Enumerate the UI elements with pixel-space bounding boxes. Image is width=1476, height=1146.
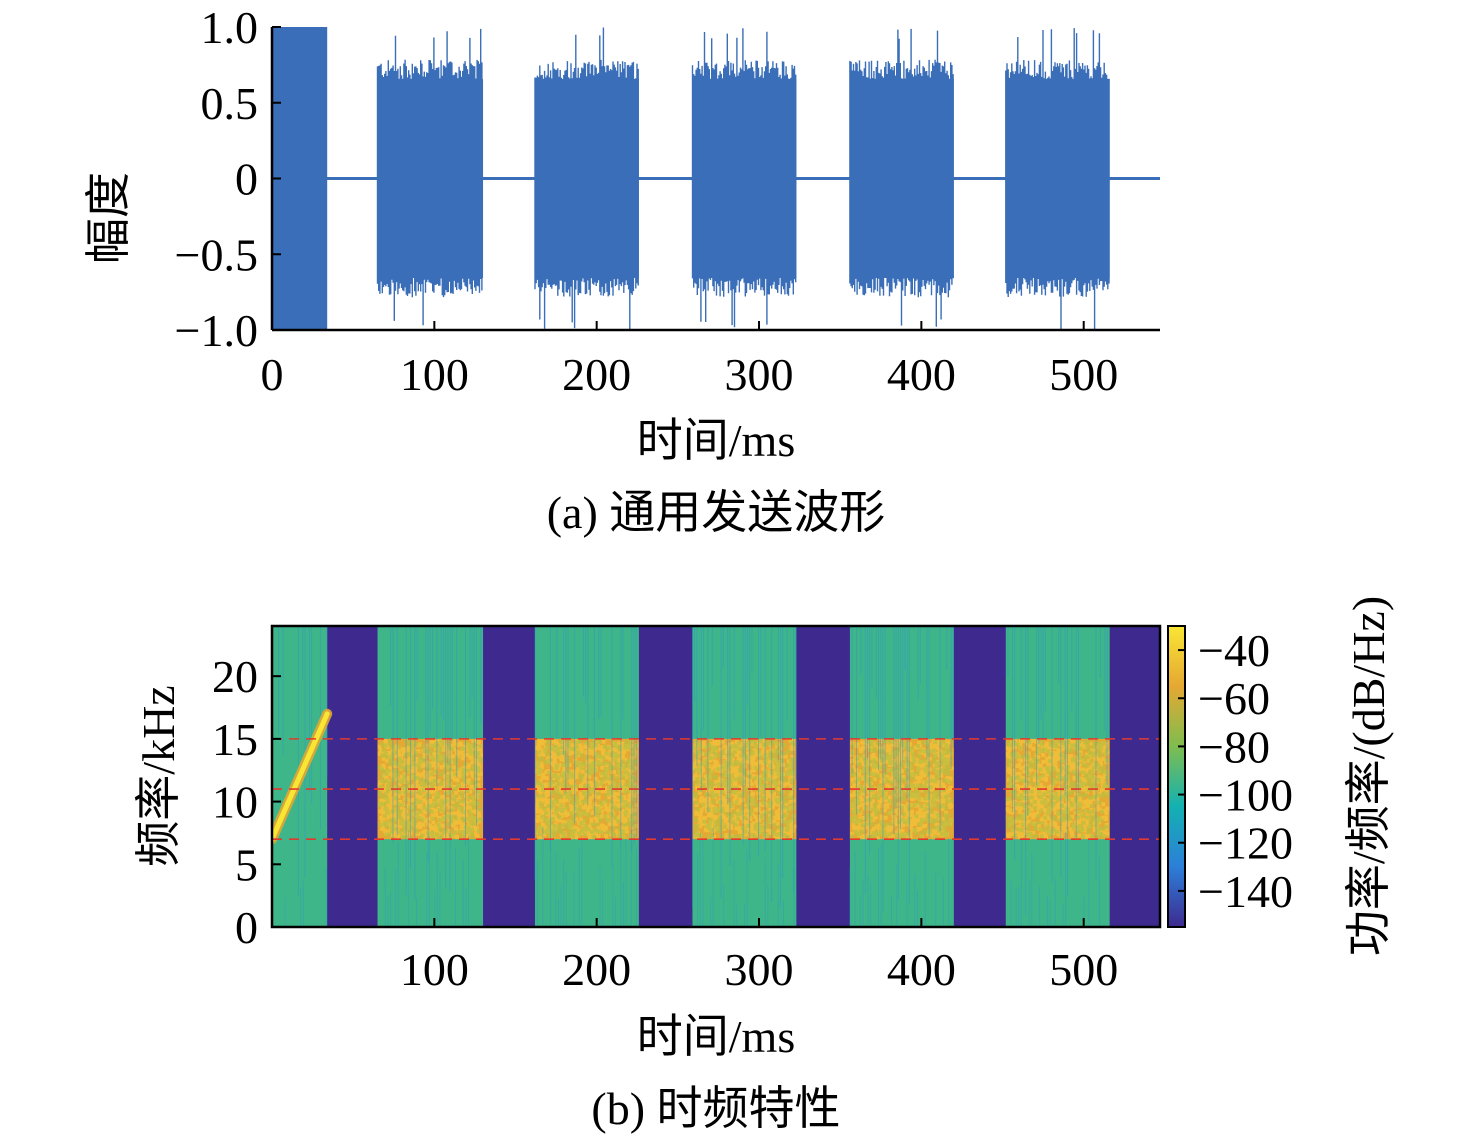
waveform-x-tick-label: 300 bbox=[725, 349, 794, 400]
spectrogram-y-ticks: 0 5 10 15 20 bbox=[212, 651, 281, 953]
waveform-y-ticks: 1.0 0.5 0 −0.5 −1.0 bbox=[175, 2, 281, 356]
colorbar-gradient bbox=[1168, 626, 1185, 927]
waveform-x-tick-label: 100 bbox=[400, 349, 469, 400]
spectrogram-x-tick-label: 400 bbox=[887, 944, 956, 995]
waveform-segment-2 bbox=[376, 28, 484, 326]
colorbar-tick-label: −140 bbox=[1198, 866, 1293, 917]
waveform-caption: (a) 通用发送波形 bbox=[547, 487, 886, 538]
spectrogram-streaks bbox=[272, 626, 1108, 927]
colorbar-label: 功率/频率/(dB/Hz) bbox=[1343, 596, 1394, 956]
waveform-y-tick-label: 0 bbox=[235, 154, 258, 205]
chirp-line bbox=[272, 711, 330, 842]
spectrogram-plot-area bbox=[272, 626, 1160, 927]
spectrogram-y-tick-label: 20 bbox=[212, 651, 258, 702]
spectrogram-frame bbox=[270, 624, 1162, 929]
waveform-bursts bbox=[272, 27, 1110, 330]
colorbar-tick-label: −80 bbox=[1198, 721, 1270, 772]
colorbar-frame bbox=[1167, 625, 1186, 928]
waveform-segment-4 bbox=[691, 28, 797, 328]
waveform-segment-1 bbox=[272, 27, 328, 330]
waveform-x-tick-label: 200 bbox=[562, 349, 631, 400]
waveform-segment-3 bbox=[534, 27, 639, 330]
spectrogram-dashed-lines bbox=[272, 738, 1160, 841]
waveform-segment-5 bbox=[849, 28, 954, 327]
spectrogram-chirp bbox=[272, 708, 333, 845]
waveform-plot-area bbox=[272, 27, 1160, 330]
waveform-y-tick-label: −0.5 bbox=[175, 229, 258, 280]
waveform-segment-6 bbox=[1005, 28, 1110, 330]
spectrogram-y-tick-label: 5 bbox=[235, 839, 258, 890]
waveform-x-axis-label: 时间/ms bbox=[637, 415, 795, 466]
waveform-x-ticks: 0 100 200 300 400 500 bbox=[261, 321, 1118, 400]
waveform-x-tick-label: 0 bbox=[261, 349, 284, 400]
spectrogram-caption: (b) 时频特性 bbox=[591, 1083, 840, 1134]
waveform-y-tick-label: −1.0 bbox=[175, 305, 258, 356]
spectrogram-x-tick-label: 100 bbox=[400, 944, 469, 995]
colorbar-tick-label: −40 bbox=[1198, 625, 1270, 676]
spectrogram-y-tick-label: 15 bbox=[212, 714, 258, 765]
spectrogram-axes: 100 200 300 400 500 0 5 10 15 20 bbox=[212, 624, 1162, 995]
colorbar-tick-label: −100 bbox=[1198, 770, 1293, 821]
waveform-axes: 0 100 200 300 400 500 1.0 0.5 0 −0.5 −1.0 bbox=[175, 2, 1160, 400]
spectrogram-segment-3 bbox=[534, 626, 639, 927]
colorbar: −40−60−80−100−120−140 bbox=[1167, 625, 1293, 928]
spectrogram-x-tick-label: 500 bbox=[1049, 944, 1118, 995]
spectrogram-x-tick-label: 300 bbox=[725, 944, 794, 995]
spectrogram-x-tick-label: 200 bbox=[562, 944, 631, 995]
waveform-y-tick-label: 0.5 bbox=[201, 78, 259, 129]
waveform-y-tick-label: 1.0 bbox=[201, 2, 259, 53]
spectrogram-y-tick-label: 0 bbox=[235, 902, 258, 953]
spectrogram-y-axis-label: 频率/kHz bbox=[133, 685, 184, 866]
waveform-y-axis-label: 幅度 bbox=[83, 172, 134, 264]
waveform-x-tick-label: 500 bbox=[1049, 349, 1118, 400]
colorbar-tick-label: −60 bbox=[1198, 673, 1270, 724]
colorbar-ticks: −40−60−80−100−120−140 bbox=[1178, 625, 1293, 917]
spectrogram-y-tick-label: 10 bbox=[212, 777, 258, 828]
spectrogram-x-ticks: 100 200 300 400 500 bbox=[400, 918, 1118, 995]
waveform-x-tick-label: 400 bbox=[887, 349, 956, 400]
spectrogram-x-axis-label: 时间/ms bbox=[637, 1011, 795, 1062]
waveform-chart: 0 100 200 300 400 500 1.0 0.5 0 −0.5 −1.0 时间/ms 幅… bbox=[83, 2, 1160, 538]
colorbar-tick-label: −120 bbox=[1198, 818, 1293, 869]
spectrogram-segment-4 bbox=[692, 626, 797, 927]
